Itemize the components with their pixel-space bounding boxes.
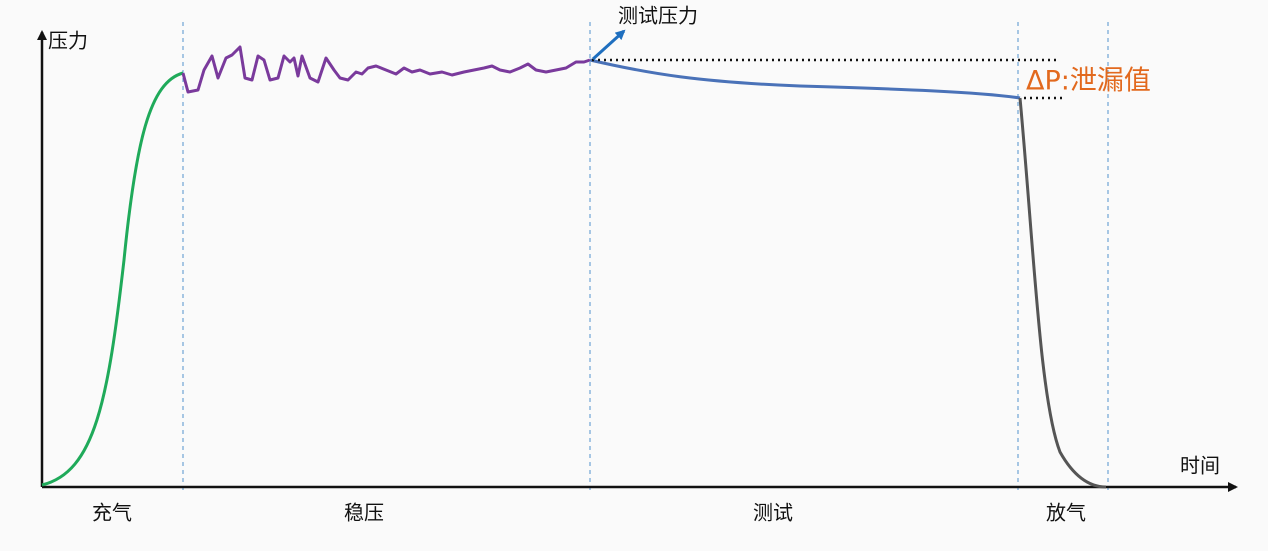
phase-dividers <box>182 22 1109 490</box>
y-axis-label: 压力 <box>48 29 88 53</box>
test-pressure-label: 测试压力 <box>618 4 698 28</box>
stabilize-curve <box>181 45 591 94</box>
leak-label: ΔP:泄漏值 <box>1026 66 1151 97</box>
exhaust-curve <box>1018 97 1107 489</box>
fill-curve <box>41 71 184 487</box>
phase-label: 稳压 <box>344 501 384 525</box>
test-pressure-arrow <box>591 29 626 61</box>
x-axis-label: 时间 <box>1180 454 1220 478</box>
phase-label: 放气 <box>1046 501 1086 525</box>
test-curve <box>589 58 1021 100</box>
phase-label: 充气 <box>92 501 132 525</box>
phase-label: 测试 <box>753 501 793 525</box>
